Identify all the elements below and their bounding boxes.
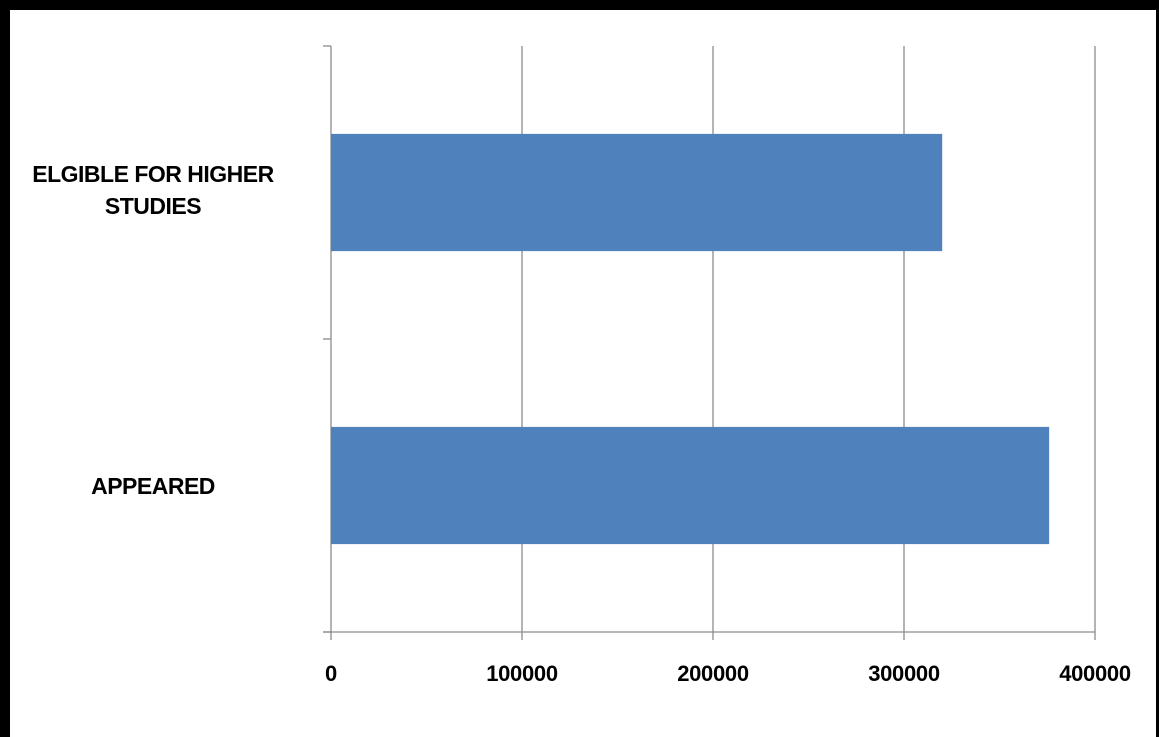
bar-elgible-for-higher-studies: [331, 133, 943, 252]
bar-appeared: [331, 426, 1050, 545]
x-tick-label-100000: 100000: [486, 661, 558, 686]
x-tick-label-300000: 300000: [868, 661, 940, 686]
category-label-elgible: ELGIBLE FOR HIGHER STUDIES: [32, 161, 274, 219]
x-tick-label-200000: 200000: [677, 661, 749, 686]
bars: [331, 133, 1050, 545]
category-label-appeared: APPEARED: [91, 473, 215, 499]
x-tick-label-400000: 400000: [1059, 661, 1131, 686]
x-tick-label-0: 0: [325, 661, 337, 686]
